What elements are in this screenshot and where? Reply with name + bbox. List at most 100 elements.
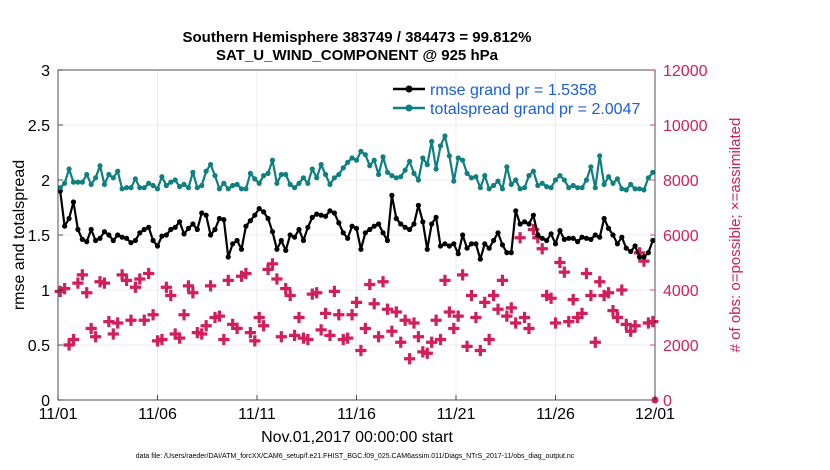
rmse-point (154, 243, 161, 249)
rmse-point (636, 254, 643, 260)
y2-tick-label: 10000 (663, 118, 708, 135)
totalspread-point (207, 162, 214, 168)
obs-count-marker (403, 353, 416, 365)
rmse-point (177, 219, 183, 225)
totalspread-point (181, 181, 187, 187)
obs-count-marker (554, 256, 566, 269)
totalspread-point (353, 157, 360, 163)
totalspread-point (146, 180, 152, 186)
obs-count-marker (280, 283, 292, 295)
y2-tick-label: 2000 (663, 338, 699, 355)
totalspread-point (256, 180, 262, 186)
rmse-point (110, 237, 116, 244)
obs-count-marker (607, 305, 619, 317)
rmse-point (486, 245, 492, 251)
obs-count-marker (368, 298, 380, 310)
totalspread-point (451, 178, 457, 184)
totalspread-point (513, 177, 519, 183)
obs-count-marker (311, 287, 323, 299)
obs-count-marker (196, 328, 208, 340)
totalspread-point (548, 185, 554, 191)
obs-count-marker (107, 328, 119, 340)
obs-count-marker (629, 320, 641, 332)
totalspread-point (570, 182, 576, 189)
totalspread-point (221, 180, 227, 186)
totalspread-point (415, 177, 422, 183)
obs-count-marker (333, 309, 345, 321)
rmse-point (610, 232, 616, 238)
totalspread-point (274, 180, 280, 186)
totalspread-point (336, 171, 342, 178)
totalspread-point (641, 187, 647, 193)
obs-count-marker (134, 273, 146, 285)
obs-count-marker (81, 287, 93, 299)
rmse-point (508, 250, 514, 256)
rmse-point (513, 208, 519, 214)
obs-count-marker (112, 317, 124, 329)
totalspread-point (473, 174, 479, 180)
totalspread-point (508, 181, 514, 187)
rmse-point (561, 236, 567, 242)
obs-count-marker (98, 277, 111, 289)
series-lines (57, 133, 656, 262)
obs-count-marker (373, 331, 385, 343)
obs-count-marker (240, 267, 252, 280)
obs-count-marker (448, 322, 460, 335)
totalspread-point (433, 166, 439, 172)
y-axis-ticks: 0 0.5 1 1.5 2 2.5 3 (28, 63, 63, 410)
totalspread-point (327, 181, 333, 187)
rmse-point (79, 236, 85, 242)
obs-count-marker (67, 333, 80, 346)
obs-count-marker (275, 331, 287, 343)
rmse-point (623, 245, 629, 251)
rmse-point (539, 235, 545, 241)
rmse-point (398, 221, 404, 227)
legend: rmse grand pr = 1.5358 totalspread grand… (393, 82, 640, 118)
obs-count-marker (567, 294, 579, 306)
obs-count-marker (585, 289, 597, 302)
obs-count-marker (324, 329, 336, 341)
totalspread-point (623, 187, 629, 193)
rmse-point (473, 241, 479, 247)
rmse-point (230, 241, 236, 247)
rmse-point (327, 208, 333, 214)
rmse-point (477, 256, 483, 262)
totalspread-point (322, 171, 329, 178)
obs-count-marker (129, 281, 141, 293)
obs-count-marker (492, 303, 504, 315)
obs-count-marker (271, 273, 283, 285)
totalspread-point (216, 186, 223, 192)
x-tick-label: 11/01 (39, 406, 78, 423)
totalspread-point (380, 154, 386, 160)
totalspread-point (526, 173, 532, 179)
rmse-point (557, 228, 563, 234)
totalspread-point (287, 181, 293, 187)
y2-tick-label: 6000 (663, 228, 699, 245)
x-tick-label: 11/16 (337, 406, 376, 423)
totalspread-point (588, 164, 594, 170)
obs-count-marker (138, 314, 150, 326)
rmse-point (84, 239, 90, 245)
obs-count-marker (222, 274, 234, 286)
totalspread-point (446, 153, 452, 159)
totalspread-point (367, 163, 373, 169)
y-tick-label: 3 (41, 63, 50, 80)
obs-count-marker (244, 327, 256, 339)
totalspread-point (119, 186, 125, 192)
rmse-point (358, 246, 364, 252)
obs-count-marker (249, 335, 261, 347)
totalspread-point (331, 175, 337, 181)
obs-count-marker (518, 311, 531, 324)
x-tick-label: 12/01 (635, 406, 675, 423)
x-axis-ticks: 11/01 11/06 11/11 11/16 11/21 11/26 12/01 (39, 395, 675, 423)
rmse-point (185, 225, 192, 231)
rmse-point (305, 224, 311, 230)
legend-totalspread-label: totalspread grand pr = 2.0047 (430, 101, 640, 118)
obs-count-marker (470, 311, 482, 324)
totalspread-point (482, 173, 488, 179)
rmse-point (287, 232, 293, 238)
rmse-point (597, 234, 603, 240)
rmse-point (420, 219, 426, 225)
obs-count-marker (457, 269, 469, 281)
rmse-point (141, 226, 147, 233)
